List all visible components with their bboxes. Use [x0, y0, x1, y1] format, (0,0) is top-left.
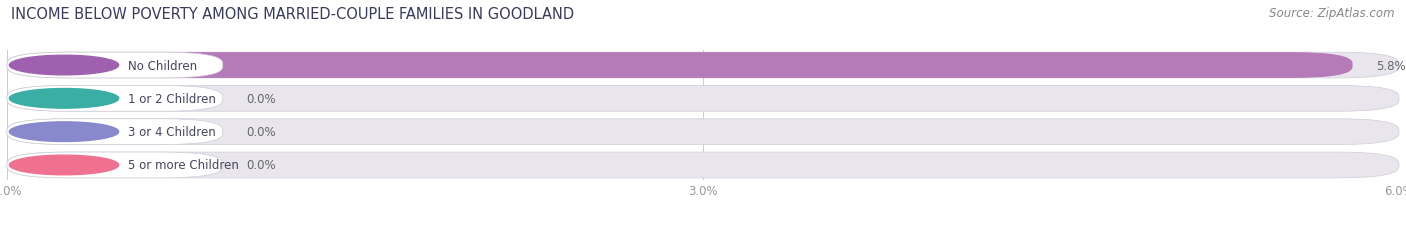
FancyBboxPatch shape — [7, 53, 1353, 79]
Text: 5 or more Children: 5 or more Children — [128, 159, 239, 172]
Circle shape — [10, 155, 118, 175]
Text: 1 or 2 Children: 1 or 2 Children — [128, 92, 215, 105]
Circle shape — [10, 89, 118, 109]
Text: 3 or 4 Children: 3 or 4 Children — [128, 126, 215, 139]
Text: 0.0%: 0.0% — [246, 92, 276, 105]
Text: Source: ZipAtlas.com: Source: ZipAtlas.com — [1270, 7, 1395, 20]
Text: INCOME BELOW POVERTY AMONG MARRIED-COUPLE FAMILIES IN GOODLAND: INCOME BELOW POVERTY AMONG MARRIED-COUPL… — [11, 7, 575, 22]
FancyBboxPatch shape — [7, 53, 222, 79]
Circle shape — [10, 122, 118, 142]
FancyBboxPatch shape — [7, 86, 222, 112]
Text: 0.0%: 0.0% — [246, 126, 276, 139]
Text: No Children: No Children — [128, 59, 197, 72]
Text: 5.8%: 5.8% — [1375, 59, 1406, 72]
FancyBboxPatch shape — [7, 119, 222, 145]
FancyBboxPatch shape — [7, 53, 1399, 79]
FancyBboxPatch shape — [7, 119, 1399, 145]
Text: 0.0%: 0.0% — [246, 159, 276, 172]
FancyBboxPatch shape — [7, 152, 222, 178]
FancyBboxPatch shape — [7, 86, 1399, 112]
Circle shape — [10, 56, 118, 76]
FancyBboxPatch shape — [7, 152, 1399, 178]
